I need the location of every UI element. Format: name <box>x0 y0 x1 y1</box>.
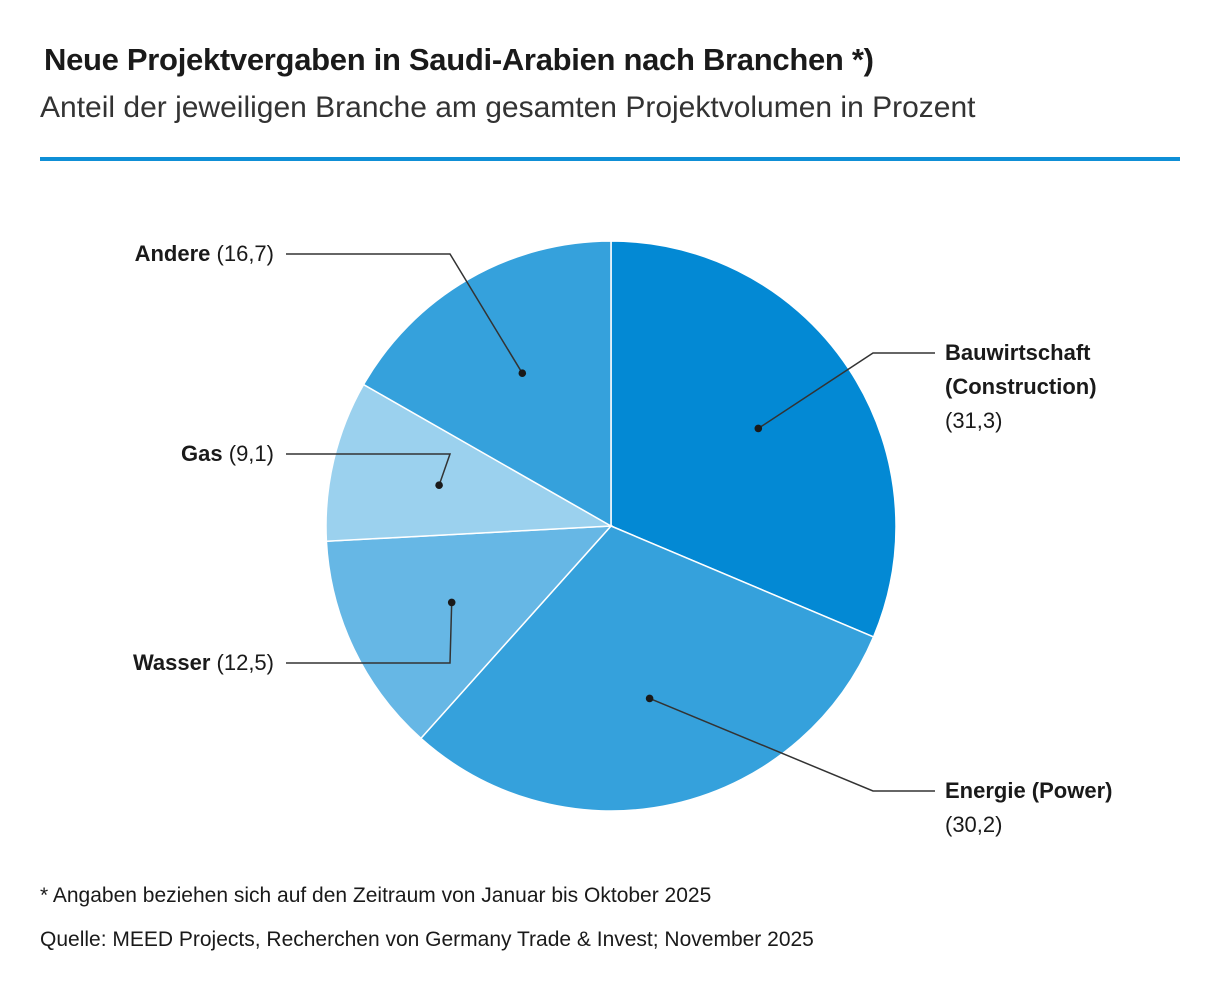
slice-name-line: Energie (Power) <box>945 778 1113 803</box>
slice-label-bauwirtschaft: Bauwirtschaft (Construction) (31,3) <box>945 336 1097 438</box>
slice-value: (31,3) <box>945 408 1003 433</box>
leader-line-energie <box>649 697 935 792</box>
pie-slice-energie <box>419 525 875 812</box>
footnote: * Angaben beziehen sich auf den Zeitraum… <box>40 884 712 907</box>
chart-title: Neue Projektvergaben in Saudi-Arabien na… <box>44 42 874 77</box>
slice-name-line: Wasser <box>132 650 211 675</box>
slice-label-andere: Andere (16,7) <box>135 237 274 271</box>
leader-lines <box>286 253 935 792</box>
slice-name-line: Andere <box>134 241 211 266</box>
leader-dot-bauwirtschaft <box>754 424 763 433</box>
leader-line-bauwirtschaft <box>757 352 935 430</box>
slice-value: (16,7) <box>216 241 274 266</box>
slice-value: (9,1) <box>228 441 274 466</box>
pie-slice-andere <box>362 240 612 528</box>
slice-label-wasser: Wasser (12,5) <box>133 646 274 680</box>
title-divider <box>40 157 1180 161</box>
slice-name-line: Gas <box>181 441 223 466</box>
chart-subtitle: Anteil der jeweiligen Branche am gesamte… <box>40 91 976 124</box>
slice-value: (12,5) <box>216 650 274 675</box>
slice-name-line: (Construction) <box>945 374 1097 399</box>
pie-slice-wasser <box>325 525 613 740</box>
leader-dot-wasser <box>447 598 456 607</box>
slice-name-line: Bauwirtschaft <box>945 340 1091 365</box>
slice-label-gas: Gas (9,1) <box>181 437 274 471</box>
slice-label-energie: Energie (Power) (30,2) <box>945 774 1112 842</box>
leader-line-wasser <box>286 602 453 664</box>
source-note: Quelle: MEED Projects, Recherchen von Ge… <box>40 928 814 951</box>
pie-slice-gas <box>325 383 614 543</box>
leader-dot-gas <box>435 481 443 490</box>
leader-dot-andere <box>518 369 527 378</box>
leader-dot-energie <box>645 694 654 703</box>
leader-line-andere <box>286 253 523 374</box>
leader-line-gas <box>286 453 452 486</box>
pie-slices <box>325 240 897 812</box>
slice-value: (30,2) <box>945 812 1003 837</box>
